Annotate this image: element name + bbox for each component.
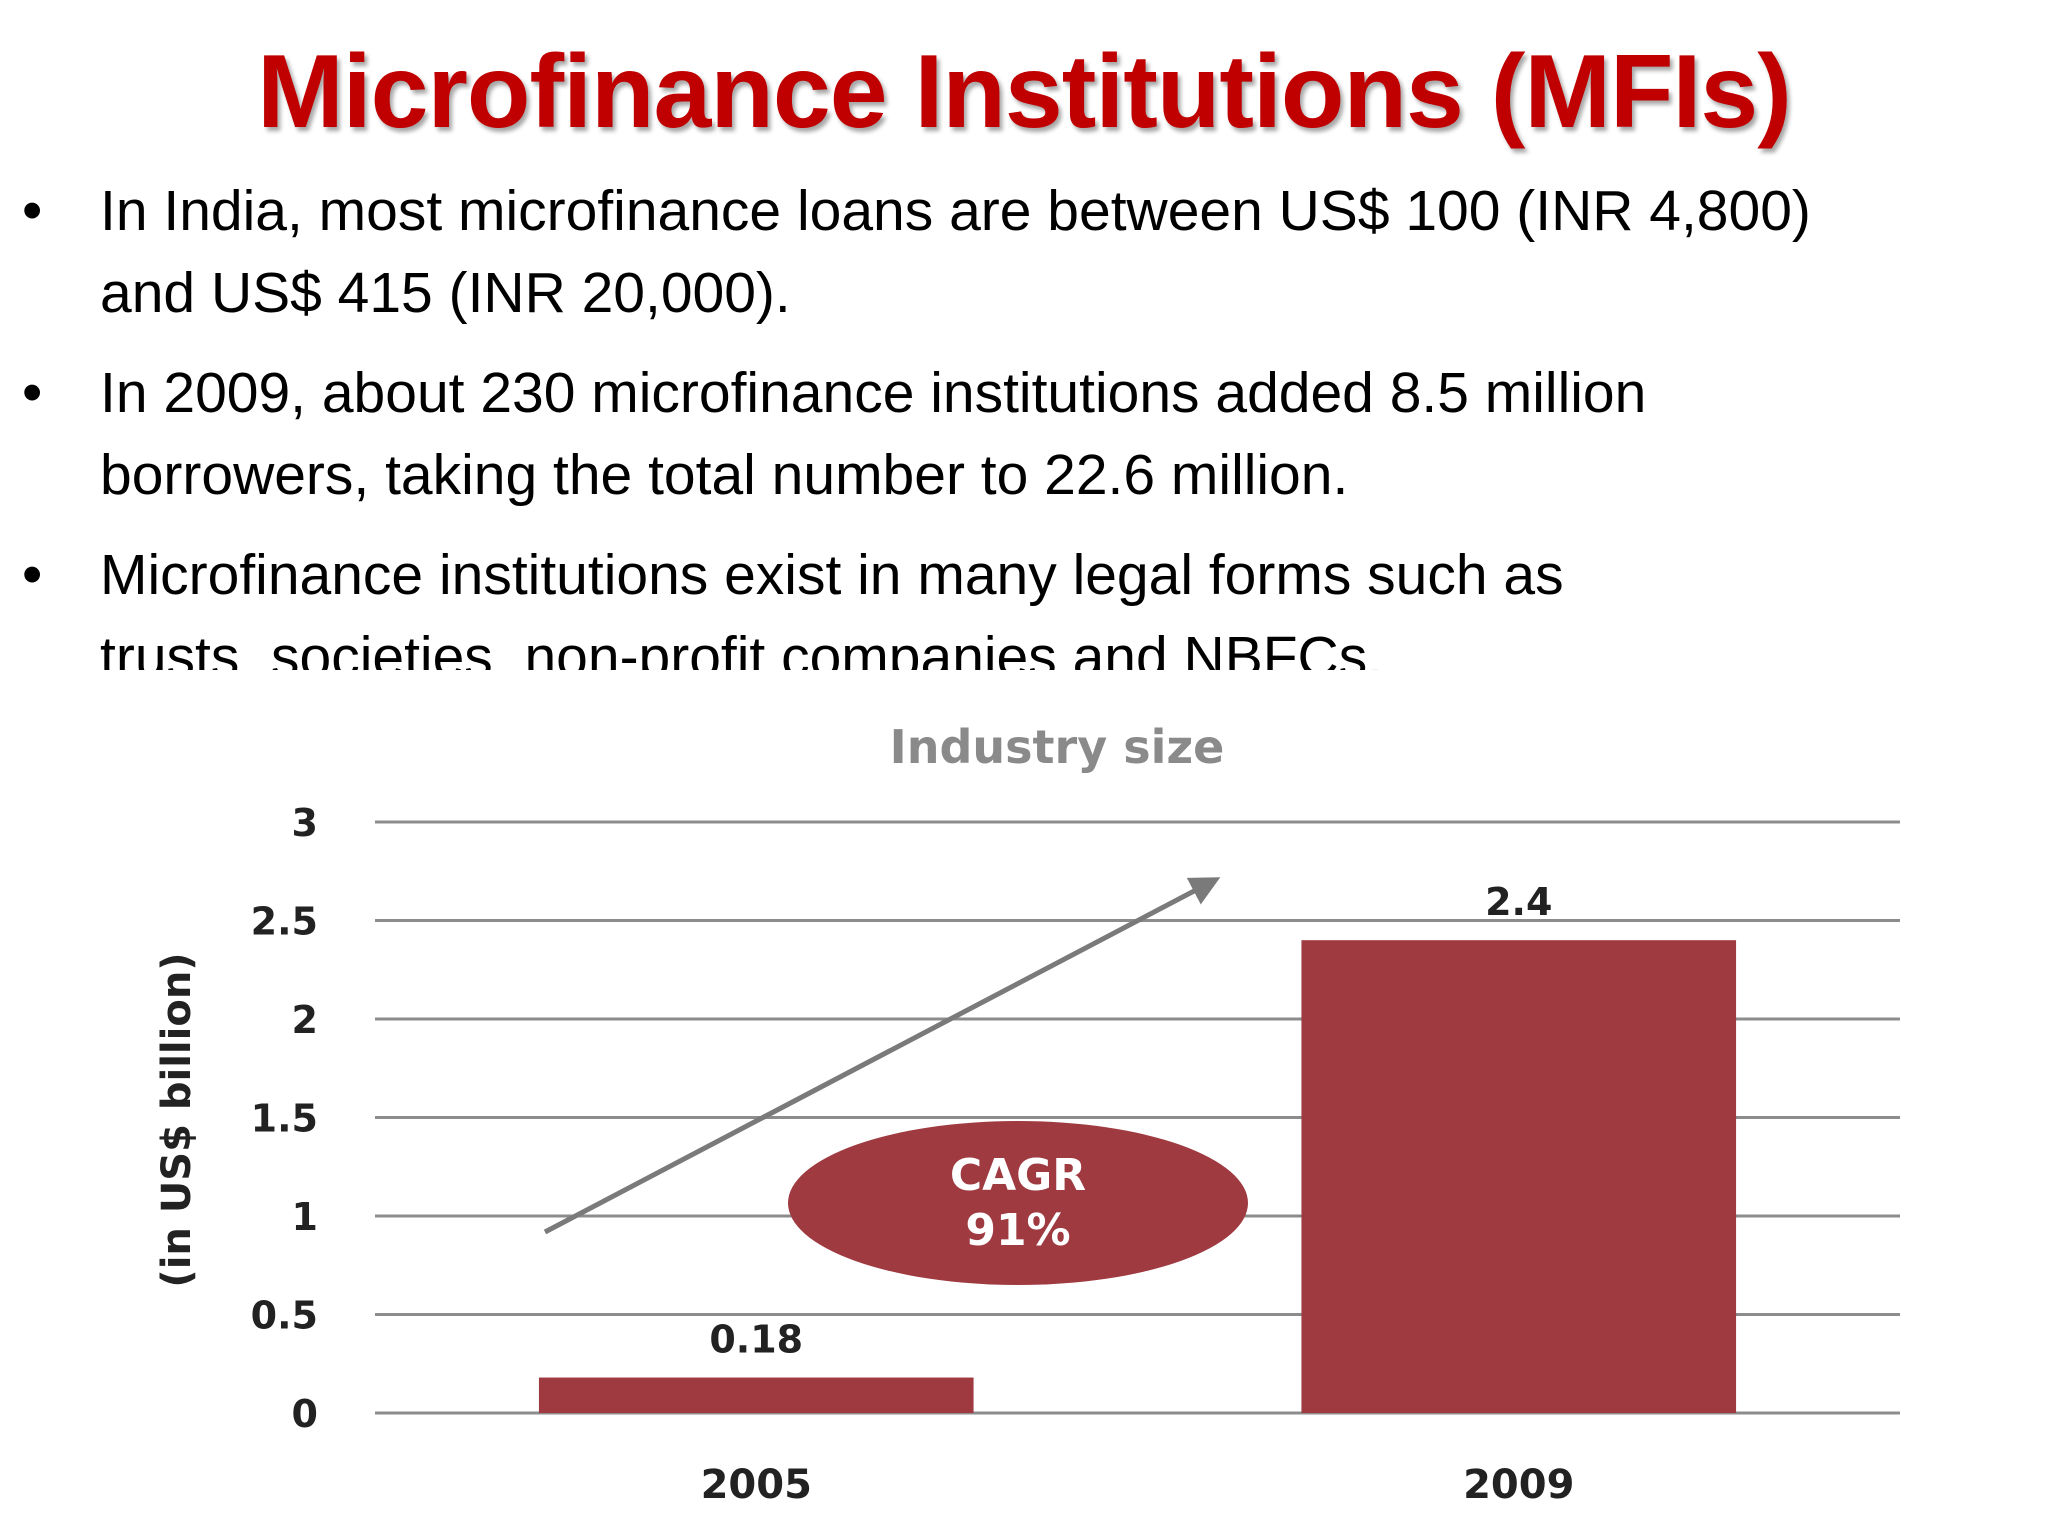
bullet-text: Microfinance institutions exist in many … xyxy=(100,534,2030,670)
slide-title: Microfinance Institutions (MFIs) xyxy=(257,34,1792,150)
y-tick-label: 2.5 xyxy=(251,900,318,944)
x-tick-label: 2009 xyxy=(1463,1462,1574,1508)
bar-value-label: 0.18 xyxy=(709,1318,803,1362)
trend-arrow-line xyxy=(543,877,1221,1235)
bullet-list: • In India, most microfinance loans are … xyxy=(0,170,2048,670)
cagr-value: 91% xyxy=(965,1205,1070,1256)
bar-value-label: 2.4 xyxy=(1485,880,1552,924)
cagr-label: CAGR xyxy=(950,1150,1086,1201)
bullet-text: In 2009, about 230 microfinance institut… xyxy=(100,352,2030,516)
bar-layer: 0.18 2.4 xyxy=(538,880,1737,1413)
bullet-marker: • xyxy=(22,178,43,243)
industry-size-chart: Industry size 0 0.5 1 1.5 2 2.5 3 (in US$ bill… xyxy=(154,720,1900,1508)
y-tick-label: 2 xyxy=(292,998,318,1042)
y-tick-label: 0 xyxy=(292,1392,318,1436)
bullet-line: borrowers, taking the total number to 22… xyxy=(100,443,1349,507)
trend-arrow xyxy=(543,877,1221,1235)
x-tick-label: 2005 xyxy=(701,1462,812,1508)
x-tick-layer: 2005 2009 xyxy=(701,1462,1575,1508)
chart-container: Industry size 0 0.5 1 1.5 2 2.5 3 (in US$ bill… xyxy=(0,700,2048,1536)
y-tick-label: 0.5 xyxy=(251,1294,318,1338)
bullet-line: Microfinance institutions exist in many … xyxy=(100,543,1564,607)
chart-title: Industry size xyxy=(890,720,1225,774)
y-tick-label: 1.5 xyxy=(251,1097,318,1141)
y-tick-label: 3 xyxy=(292,801,318,845)
cagr-ellipse xyxy=(788,1121,1248,1285)
bullet-line: trusts, societies, non-profit companies … xyxy=(100,625,1384,670)
bullet-text: In India, most microfinance loans are be… xyxy=(100,170,2030,334)
cagr-annotation: CAGR 91% xyxy=(788,1121,1248,1285)
bullet-line: In 2009, about 230 microfinance institut… xyxy=(100,361,1647,425)
y-tick-label: 1 xyxy=(292,1195,318,1239)
bullet-marker: • xyxy=(22,542,43,607)
bullet-line: In India, most microfinance loans are be… xyxy=(100,179,1811,243)
bar-2005 xyxy=(538,1377,974,1413)
bullet-marker: • xyxy=(22,360,43,425)
bar-2009 xyxy=(1301,940,1737,1413)
bullet-line: and US$ 415 (INR 20,000). xyxy=(100,261,791,325)
y-axis-label: (in US$ billion) xyxy=(154,952,200,1287)
y-tick-layer: 0 0.5 1 1.5 2 2.5 3 xyxy=(251,801,318,1436)
